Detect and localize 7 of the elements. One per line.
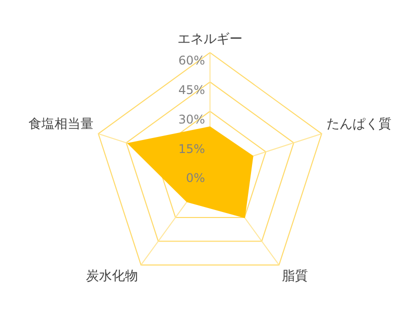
- spoke-label: 脂質: [282, 269, 308, 284]
- spoke-label: エネルギー: [178, 32, 242, 48]
- spoke-label: たんぱく質: [326, 116, 392, 132]
- y-tick-label: 15%: [178, 142, 205, 156]
- spoke-label: 食塩相当量: [28, 116, 94, 132]
- spoke-label: 炭水化物: [86, 269, 138, 284]
- y-tick-label: 0%: [186, 171, 205, 186]
